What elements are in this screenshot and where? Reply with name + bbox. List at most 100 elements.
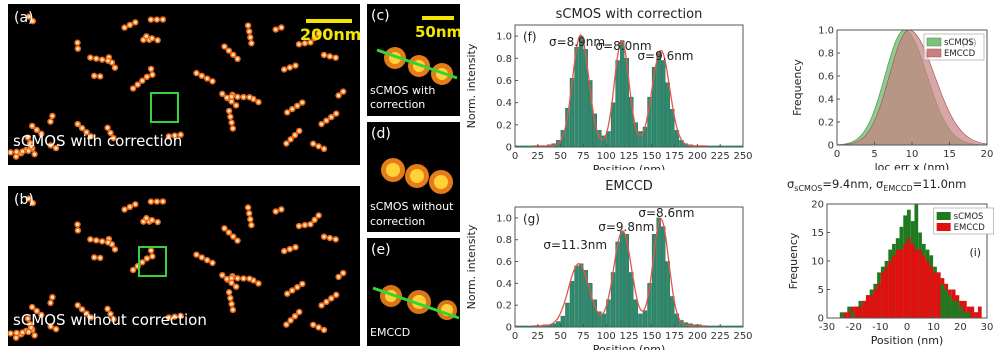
fluorophore-spot-core [194,71,199,75]
y-tick-label: 0.8 [496,54,512,65]
histogram-bar-emccd [963,300,967,318]
x-tick-label: 20 [954,322,967,333]
fluorophore-spot-core [246,23,250,28]
fluorophore-spot-core [128,23,132,27]
panel-d-label: (d) [371,126,391,142]
fluorophore-spot-core [229,99,234,104]
fluorophore-spot-core [308,40,313,45]
histogram-bar [610,102,616,148]
fluorophore-spot-core [155,199,159,204]
histogram-bar [670,296,675,328]
histogram-bar [551,323,556,328]
x-tick-label: 100 [597,331,616,342]
x-tick-label: 125 [619,331,638,342]
fluorophore-spot-core [293,314,297,318]
fluorophore-spot-core [293,63,298,68]
fluorophore-spot-core [149,200,153,204]
histogram-bar [670,109,675,148]
x-tick-label: 175 [665,331,684,342]
fluorophore-spot-core [308,222,313,226]
histogram-bar [560,130,566,148]
fluorophore-spot-core [288,65,292,70]
y-axis-label: Norm. intensity [465,224,478,309]
panel-d-spots [381,158,453,194]
fluorophore-spot-core [155,17,159,22]
histogram-bar [651,66,657,148]
sigma-annotation: σ=8.6nm [638,206,694,220]
chart-title: EMCCD [605,179,653,194]
y-tick-label: 0.2 [496,120,512,131]
fluorophore-spot-core [92,255,96,259]
x-tick-label: 0 [904,322,910,333]
fluorophore-spot-core [317,32,321,36]
x-tick-label: 250 [733,331,752,342]
fluorophore-spot-core [27,14,31,19]
fluorophore-spot-core [231,308,235,312]
histogram-bar-emccd [929,266,934,318]
fluorophore-spot-core [131,268,135,272]
fluorophore-spot-core [150,254,154,258]
fluorophore-spot-core [288,247,292,251]
scalebar-c [422,16,454,20]
fluorophore-spot-core [111,136,116,140]
histogram-bar [674,130,680,148]
fluorophore-spot-core [14,155,18,159]
fluorophore-spot-core [247,29,251,34]
histogram-bar [633,299,639,328]
fluorophore-spot-core [210,261,215,265]
x-tick-label: 15 [943,149,956,160]
y-tick-label: 1.0 [496,213,512,224]
fluorophore-spot-core [329,115,333,119]
histogram-bar-scmos [959,306,963,318]
x-tick-label: 75 [577,331,590,342]
fluorophore-spot-core [247,95,252,99]
fluorophore-spot-core [49,324,53,329]
fluorophore-spot-core [48,301,53,305]
fluorophore-spot-core [322,235,326,239]
fluorophore-spot-core [92,74,96,78]
fluorophore-spot-core [35,128,39,132]
histogram-bar [711,325,716,328]
histogram-bar [528,325,534,328]
fluorophore-spot-core [76,122,80,126]
fluorophore-spot-core [167,315,171,320]
y-tick-label: 15 [811,228,824,239]
x-tick-label: 150 [642,331,661,342]
fluorophore-spot-core [241,95,246,99]
fluorophore-spot-core [84,130,89,134]
histogram-bar [733,325,739,328]
histogram-bar [588,283,593,328]
fluorophore-spot-core [14,336,18,340]
fluorophore-spot-core [88,237,92,241]
x-tick-label: 75 [577,151,590,162]
y-tick-label: 0.8 [818,49,834,60]
y-tick-label: 0 [828,141,834,152]
fluorophore-spot-core [113,247,117,251]
panel-b-image: (b) sCMOS without correction [8,186,360,346]
fluorophore-spot-core [29,145,33,149]
x-tick-label: 225 [711,151,730,162]
histogram-bar [706,145,711,148]
panel-b-spots [8,195,347,341]
fluorophore-spot-core [27,196,31,201]
y-axis-label: Frequency [791,59,804,116]
histogram-bar-scmos [839,312,844,318]
fluorophore-spot-core [227,230,231,235]
panel-d-caption-line2: correction [370,215,426,228]
fluorophore-spot-core [227,290,231,294]
legend-swatch [936,212,951,220]
fluorophore-spot-core [220,92,224,96]
histogram-bar [619,230,625,328]
histogram-bar [606,131,611,148]
fluorophore-spot-core [88,56,92,60]
fluorophore-spot-core [313,36,317,40]
fluorophore-spot-core [235,95,240,99]
fluorophore-spot-core [334,111,338,116]
histogram-bar [578,35,584,148]
fluorophore-spot-core [76,47,80,51]
histogram-bar [528,145,534,148]
y-tick-label: 0.8 [496,235,512,246]
fluorophore-spot-core [256,100,261,104]
fluorophore-spot-core [89,134,93,138]
fluorophore-spot-core [293,133,297,137]
